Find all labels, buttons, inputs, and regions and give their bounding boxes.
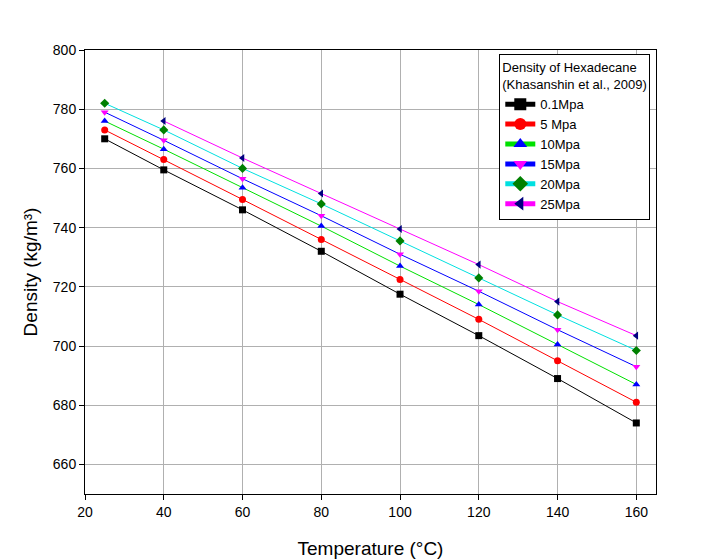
- svg-text:Temperature (°C): Temperature (°C): [298, 538, 444, 559]
- svg-text:760: 760: [53, 160, 77, 176]
- svg-text:160: 160: [625, 504, 649, 520]
- svg-text:5 Mpa: 5 Mpa: [540, 117, 577, 132]
- svg-text:0.1Mpa: 0.1Mpa: [540, 97, 584, 112]
- svg-text:Density of Hexadecane(Khasansh: Density of Hexadecane(Khasanshin et al.,…: [502, 60, 647, 92]
- svg-text:120: 120: [467, 504, 491, 520]
- svg-text:700: 700: [53, 338, 77, 354]
- svg-text:100: 100: [388, 504, 412, 520]
- svg-text:80: 80: [313, 504, 329, 520]
- svg-text:20Mpa: 20Mpa: [540, 177, 581, 192]
- svg-text:40: 40: [156, 504, 172, 520]
- svg-text:25Mpa: 25Mpa: [540, 197, 581, 212]
- svg-text:20: 20: [77, 504, 93, 520]
- svg-text:780: 780: [53, 101, 77, 117]
- svg-text:740: 740: [53, 220, 77, 236]
- svg-text:Density (kg/m³): Density (kg/m³): [20, 208, 41, 337]
- svg-text:15Mpa: 15Mpa: [540, 157, 581, 172]
- svg-text:60: 60: [235, 504, 251, 520]
- svg-text:720: 720: [53, 279, 77, 295]
- svg-text:800: 800: [53, 42, 77, 58]
- svg-text:660: 660: [53, 456, 77, 472]
- svg-text:10Mpa: 10Mpa: [540, 137, 581, 152]
- svg-text:680: 680: [53, 397, 77, 413]
- svg-text:140: 140: [546, 504, 570, 520]
